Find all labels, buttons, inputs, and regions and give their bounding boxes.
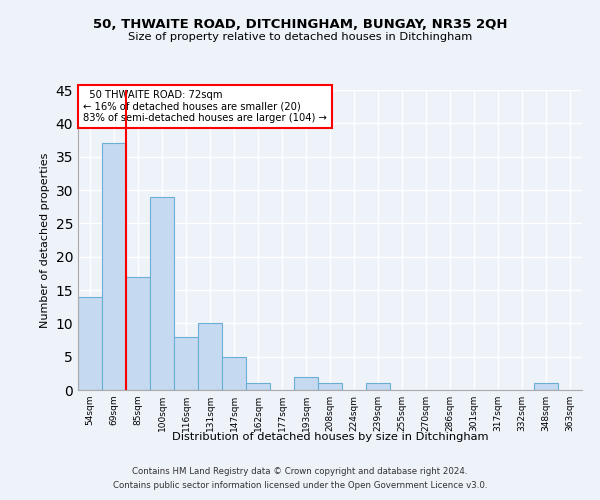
Bar (246, 384, 270, 390)
Bar (198, 324, 222, 390)
Text: Contains HM Land Registry data © Crown copyright and database right 2024.: Contains HM Land Registry data © Crown c… (132, 468, 468, 476)
Bar (294, 376, 318, 390)
Bar (102, 144, 126, 390)
Text: Size of property relative to detached houses in Ditchingham: Size of property relative to detached ho… (128, 32, 472, 42)
Bar (318, 384, 342, 390)
Bar (78, 296, 102, 390)
Text: 50, THWAITE ROAD, DITCHINGHAM, BUNGAY, NR35 2QH: 50, THWAITE ROAD, DITCHINGHAM, BUNGAY, N… (93, 18, 507, 30)
Bar (366, 384, 390, 390)
Bar (222, 356, 246, 390)
Bar (150, 196, 174, 390)
Y-axis label: Number of detached properties: Number of detached properties (40, 152, 50, 328)
Bar (126, 276, 150, 390)
Text: Contains public sector information licensed under the Open Government Licence v3: Contains public sector information licen… (113, 481, 487, 490)
Bar (534, 384, 558, 390)
Text: 50 THWAITE ROAD: 72sqm
← 16% of detached houses are smaller (20)
83% of semi-det: 50 THWAITE ROAD: 72sqm ← 16% of detached… (83, 90, 327, 123)
Text: Distribution of detached houses by size in Ditchingham: Distribution of detached houses by size … (172, 432, 488, 442)
Bar (174, 336, 198, 390)
